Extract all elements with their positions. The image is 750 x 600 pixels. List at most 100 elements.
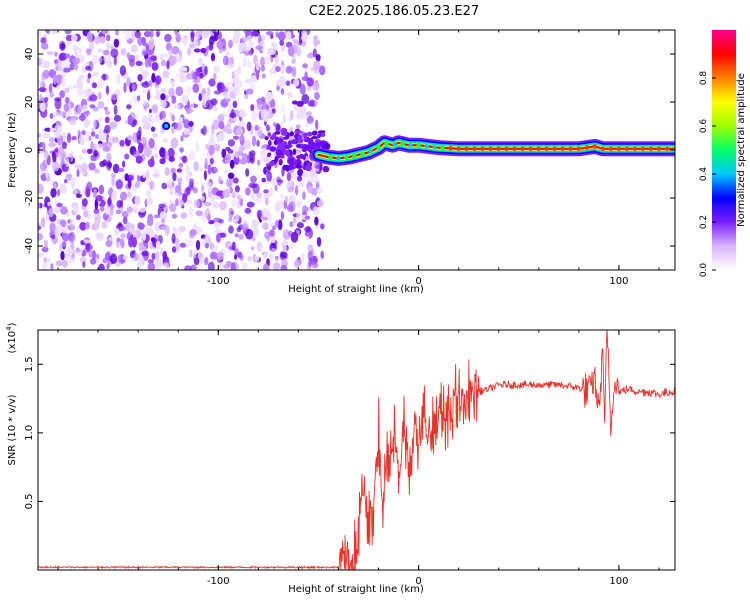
- heatmap-cell: [77, 47, 83, 55]
- heatmap-cell: [159, 100, 167, 108]
- heatmap-cell: [262, 222, 269, 231]
- snr-exponent-label: (x104): [5, 322, 18, 353]
- heatmap-cell: [260, 215, 264, 221]
- heatmap-cell: [159, 247, 164, 256]
- heatmap-cell: [274, 53, 279, 64]
- heatmap-cell: [135, 113, 140, 119]
- heatmap-cell: [93, 188, 97, 199]
- heatmap-cell: [290, 231, 299, 243]
- heatmap-cell: [154, 95, 160, 100]
- heatmap-cell: [158, 203, 166, 209]
- heatmap-cell: [192, 83, 200, 93]
- heatmap-cell: [296, 222, 304, 229]
- heatmap-cell: [85, 65, 91, 71]
- heatmap-cell: [325, 145, 329, 149]
- heatmap-cell: [41, 71, 47, 81]
- heatmap-cell: [314, 179, 321, 184]
- heatmap-cell: [176, 168, 183, 173]
- heatmap-cell: [184, 265, 192, 270]
- heatmap-cell: [259, 152, 268, 161]
- heatmap-cell: [124, 32, 131, 41]
- heatmap-cell: [285, 183, 290, 188]
- heatmap-cell: [73, 105, 81, 115]
- heatmap-cell: [66, 246, 73, 258]
- heatmap-cell: [304, 226, 312, 233]
- heatmap-cell: [225, 128, 233, 135]
- heatmap-cell: [113, 104, 118, 116]
- snr-xlabel: Height of straight line (km): [288, 584, 424, 595]
- heatmap-cell: [58, 111, 67, 117]
- heatmap-cell: [65, 158, 70, 168]
- heatmap-cell: [153, 32, 157, 37]
- heatmap-cell: [151, 252, 156, 260]
- heatmap-cell: [232, 177, 239, 184]
- heatmap-cell: [62, 260, 68, 268]
- heatmap-cell: [267, 132, 271, 137]
- heatmap-cell: [142, 114, 149, 126]
- heatmap-cell: [231, 191, 236, 199]
- heatmap-cell: [269, 229, 275, 237]
- heatmap-cell: [319, 65, 326, 76]
- heatmap-cell: [82, 104, 88, 112]
- heatmap-cell: [316, 200, 324, 208]
- heatmap-cell: [60, 250, 65, 261]
- heatmap-cell: [38, 132, 42, 138]
- heatmap-cell: [105, 240, 113, 248]
- heatmap-cell: [40, 217, 46, 228]
- y-tick-label: 20: [24, 96, 35, 109]
- heatmap-cell: [56, 189, 61, 197]
- heatmap-cell: [70, 242, 75, 250]
- heatmap-cell: [159, 110, 166, 120]
- heatmap-cell: [263, 263, 269, 270]
- heatmap-cell: [277, 31, 286, 41]
- heatmap-cell: [274, 46, 280, 51]
- heatmap-cell: [188, 120, 194, 127]
- heatmap-cell: [295, 158, 302, 166]
- heatmap-cell: [167, 184, 172, 190]
- heatmap-cell: [97, 77, 105, 89]
- heatmap-cell: [304, 230, 311, 237]
- heatmap-cell: [155, 75, 162, 85]
- heatmap-cell: [140, 64, 144, 75]
- heatmap-cell: [234, 254, 238, 260]
- heatmap-cell: [118, 168, 125, 172]
- heatmap-cell: [263, 252, 268, 259]
- heatmap-cell: [117, 255, 121, 261]
- heatmap-cell: [38, 57, 42, 66]
- heatmap-cell: [185, 73, 194, 80]
- heatmap-cell: [274, 219, 279, 228]
- heatmap-cell: [234, 151, 240, 159]
- heatmap-cell: [280, 211, 284, 221]
- heatmap-cell: [135, 54, 140, 63]
- heatmap-cell: [216, 251, 225, 261]
- heatmap-cell: [141, 250, 149, 257]
- heatmap-cell: [289, 242, 295, 250]
- heatmap-cell: [53, 111, 59, 117]
- heatmap-cell: [154, 251, 160, 261]
- heatmap-cell: [263, 189, 269, 194]
- heatmap-cell: [152, 106, 158, 114]
- heatmap-cell: [243, 30, 251, 35]
- heatmap-cell: [190, 264, 197, 270]
- heatmap-cell: [217, 114, 225, 123]
- heatmap-cell: [322, 165, 330, 173]
- heatmap-cell: [193, 257, 200, 266]
- heatmap-cell: [171, 213, 178, 219]
- heatmap-cell: [277, 219, 283, 231]
- heatmap-cell: [173, 104, 181, 109]
- heatmap-cell: [173, 227, 182, 239]
- heatmap-cell: [113, 38, 119, 48]
- heatmap-cell: [210, 32, 215, 37]
- heatmap-cell: [185, 173, 191, 183]
- heatmap-cell: [86, 48, 92, 56]
- x-tick-label: -100: [207, 276, 230, 287]
- heatmap-cell: [49, 113, 54, 119]
- heatmap-cell: [175, 184, 182, 193]
- heatmap-cell: [208, 78, 216, 87]
- heatmap-cell: [168, 203, 177, 212]
- heatmap-cell: [180, 135, 184, 142]
- heatmap-cell: [287, 140, 292, 146]
- heatmap-cell: [293, 39, 299, 49]
- heatmap-cell: [311, 262, 319, 269]
- heatmap-cell: [170, 137, 179, 149]
